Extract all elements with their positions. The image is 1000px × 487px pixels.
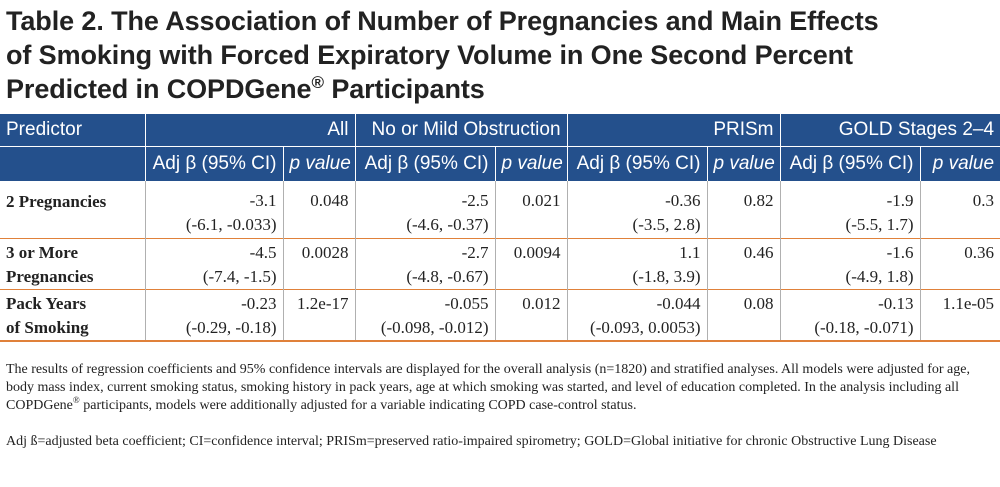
- beta-cell: -3.1 (-6.1, -0.033): [144, 181, 283, 239]
- beta-cell: 1.1 (-1.8, 3.9): [566, 238, 708, 290]
- beta-cell: -0.055 (-0.098, -0.012): [354, 289, 495, 341]
- row-label-line-1: 3 or More: [6, 243, 79, 262]
- header-beta: Adj β (95% CI): [144, 146, 283, 181]
- header-group-prism: PRISm: [566, 114, 781, 147]
- ci-value: (-1.8, 3.9): [632, 267, 701, 286]
- header-group-gold: GOLD Stages 2–4: [779, 114, 1000, 147]
- beta-value: -0.23: [241, 294, 277, 313]
- header-p-text: p value: [501, 153, 563, 174]
- registered-mark: ®: [72, 395, 80, 405]
- table-row: Pack Years of Smoking -0.23 (-0.29, -0.18)…: [0, 289, 1000, 342]
- beta-cell: -4.5 (-7.4, -1.5): [144, 238, 283, 290]
- p-value-cell: 0.36: [919, 238, 1000, 290]
- ci-value: (-0.18, -0.071): [814, 318, 914, 337]
- ci-value: (-0.29, -0.18): [185, 318, 277, 337]
- ci-value: (-5.5, 1.7): [845, 215, 914, 234]
- header-row-stats: Adj β (95% CI) p value Adj β (95% CI) p …: [0, 146, 1000, 181]
- header-beta: Adj β (95% CI): [566, 146, 708, 181]
- header-beta: Adj β (95% CI): [779, 146, 921, 181]
- beta-value: -0.13: [878, 294, 914, 313]
- header-p: p value: [706, 146, 781, 181]
- beta-cell: -2.7 (-4.8, -0.67): [354, 238, 495, 290]
- header-blank: [0, 146, 145, 181]
- beta-cell: -0.36 (-3.5, 2.8): [566, 181, 708, 239]
- row-label: Pack Years of Smoking: [0, 290, 145, 342]
- header-row-groups: Predictor All No or Mild Obstruction PRI…: [0, 114, 1000, 147]
- results-table: Predictor All No or Mild Obstruction PRI…: [0, 114, 1000, 342]
- p-value-cell: 0.0028: [282, 238, 355, 290]
- row-label-line-2: of Smoking: [6, 318, 89, 337]
- title-line-2: of Smoking with Forced Expiratory Volume…: [6, 40, 853, 70]
- title-line-3: Predicted in COPDGene® Participants: [6, 72, 996, 106]
- notes-paragraph-1-end: participants, models were additionally a…: [79, 398, 637, 413]
- beta-value: -0.055: [444, 294, 489, 313]
- p-value-cell: 0.82: [706, 181, 781, 239]
- beta-value: 1.1: [679, 243, 701, 262]
- table-title: Table 2. The Association of Number of Pr…: [6, 4, 996, 106]
- ci-value: (-0.098, -0.012): [380, 318, 489, 337]
- beta-value: -2.7: [461, 243, 489, 262]
- beta-value: -4.5: [249, 243, 277, 262]
- notes-paragraph-1-text: The results of regression coefficients a…: [6, 362, 970, 413]
- header-p-text: p value: [932, 153, 995, 174]
- title-line-3-text: Predicted in COPDGene: [6, 74, 312, 104]
- table-notes: The results of regression coefficients a…: [6, 361, 996, 469]
- header-group-all: All: [144, 114, 355, 147]
- row-label: 3 or More Pregnancies: [0, 239, 145, 290]
- header-p: p value: [494, 146, 568, 181]
- header-p: p value: [919, 146, 1000, 181]
- beta-cell: -0.044 (-0.093, 0.0053): [566, 289, 708, 341]
- p-value-cell: 1.2e-17: [282, 289, 355, 341]
- ci-value: (-6.1, -0.033): [185, 215, 277, 234]
- table-row: 3 or More Pregnancies -4.5 (-7.4, -1.5) 0.…: [0, 238, 1000, 290]
- p-value-cell: 0.46: [706, 238, 781, 290]
- beta-value: -1.6: [886, 243, 914, 262]
- p-value-cell: 0.0094: [494, 238, 568, 290]
- p-value-cell: 0.3: [919, 181, 1000, 239]
- beta-value: -0.36: [665, 191, 701, 210]
- header-predictor: Predictor: [0, 114, 145, 147]
- row-label-line-2: Pregnancies: [6, 267, 94, 286]
- beta-cell: -0.23 (-0.29, -0.18): [144, 289, 283, 341]
- header-p: p value: [282, 146, 355, 181]
- title-line-1: Table 2. The Association of Number of Pr…: [6, 6, 879, 36]
- p-value-cell: 1.1e-05: [919, 289, 1000, 341]
- beta-value: -2.5: [461, 191, 489, 210]
- ci-value: (-4.6, -0.37): [406, 215, 489, 234]
- header-p-text: p value: [289, 153, 351, 174]
- table-row: 2 Pregnancies -3.1 (-6.1, -0.033) 0.048 -…: [0, 181, 1000, 239]
- p-value-cell: 0.012: [494, 289, 568, 341]
- header-beta: Adj β (95% CI): [354, 146, 495, 181]
- title-line-3-end: Participants: [323, 74, 485, 104]
- p-value-cell: 0.08: [706, 289, 781, 341]
- ci-value: (-7.4, -1.5): [202, 267, 277, 286]
- ci-value: (-4.9, 1.8): [845, 267, 914, 286]
- beta-value: -1.9: [886, 191, 914, 210]
- ci-value: (-3.5, 2.8): [632, 215, 701, 234]
- header-p-text: p value: [713, 153, 775, 174]
- p-value-cell: 0.021: [494, 181, 568, 239]
- row-label-line-1: Pack Years: [6, 294, 87, 313]
- beta-cell: -1.6 (-4.9, 1.8): [779, 238, 921, 290]
- beta-cell: -0.13 (-0.18, -0.071): [779, 289, 921, 341]
- p-value-cell: 0.048: [282, 181, 355, 239]
- beta-cell: -1.9 (-5.5, 1.7): [779, 181, 921, 239]
- ci-value: (-4.8, -0.67): [406, 267, 489, 286]
- beta-value: -3.1: [249, 191, 277, 210]
- ci-value: (-0.093, 0.0053): [590, 318, 701, 337]
- row-label: 2 Pregnancies: [6, 192, 107, 211]
- registered-mark: ®: [311, 73, 324, 92]
- beta-cell: -2.5 (-4.6, -0.37): [354, 181, 495, 239]
- notes-abbreviations: Adj ß=adjusted beta coefficient; CI=conf…: [6, 434, 937, 449]
- header-group-no-mild: No or Mild Obstruction: [354, 114, 568, 147]
- notes-paragraph-1: The results of regression coefficients a…: [6, 361, 996, 415]
- beta-value: -0.044: [656, 294, 701, 313]
